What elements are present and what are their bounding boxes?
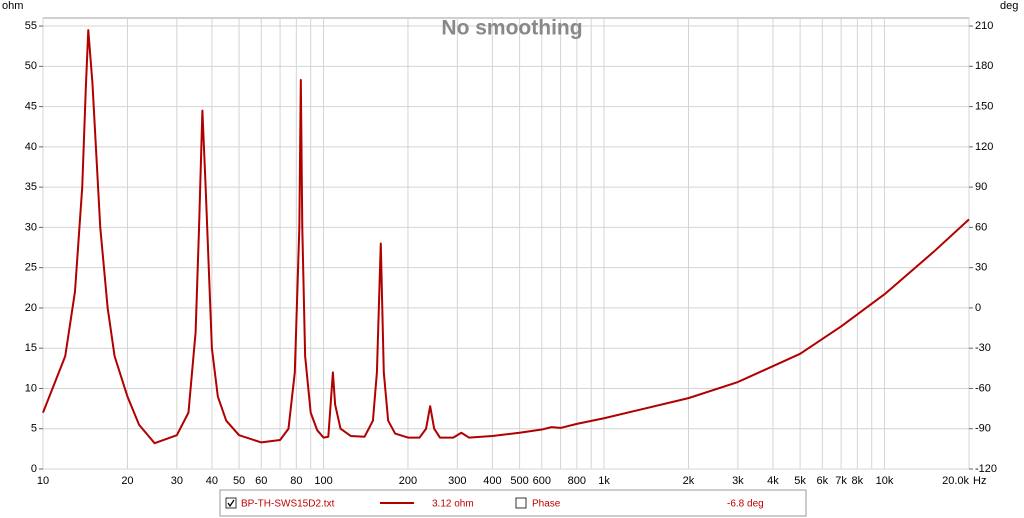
y-tick-label: 20 [25, 302, 37, 314]
y2-tick-label: -30 [975, 342, 991, 354]
y-tick-label: 55 [25, 20, 37, 32]
x-tick-label: 10 [37, 475, 49, 487]
x-tick-label: 50 [233, 475, 245, 487]
x-tick-label: 800 [568, 475, 586, 487]
y-tick-label: 40 [25, 141, 37, 153]
legend: BP-TH-SWS15D2.txt 3.12 ohm Phase -6.8 de… [219, 489, 807, 517]
x-tick-label: 30 [171, 475, 183, 487]
plot-area [42, 17, 970, 470]
x-tick-label: 3k [732, 475, 744, 487]
y-tick-label: 45 [25, 100, 37, 112]
x-tick-label: 40 [206, 475, 218, 487]
cursor-value: 3.12 ohm [432, 499, 474, 510]
y2-tick-label: 30 [975, 262, 987, 274]
phase-value: -6.8 deg [727, 499, 764, 510]
x-tick-label: 500 [510, 475, 528, 487]
x-tick-label: 600 [533, 475, 551, 487]
phase-label: Phase [532, 499, 561, 510]
y2-tick-label: -90 [975, 423, 991, 435]
x-unit: Hz [973, 475, 986, 487]
x-tick-label: 300 [448, 475, 466, 487]
y2-tick-label: -120 [975, 463, 997, 475]
grid [42, 18, 970, 470]
y-tick-label: 5 [31, 423, 37, 435]
x-tick-label: 5k [794, 475, 806, 487]
y2-tick-label: 180 [975, 60, 993, 72]
x-tick-label: 20 [121, 475, 133, 487]
checkbox[interactable] [225, 497, 237, 509]
x-tick-label: 200 [399, 475, 417, 487]
x-tick-label: 10k [876, 475, 894, 487]
y-tick-label: 30 [25, 221, 37, 233]
x-tick-label: 80 [290, 475, 302, 487]
check-mark [227, 499, 235, 508]
y-tick-label: 50 [25, 60, 37, 72]
y2-tick-label: 90 [975, 181, 987, 193]
y2-tick-label: 120 [975, 141, 993, 153]
x-tick-label: 4k [767, 475, 779, 487]
x-tick-label: 100 [314, 475, 332, 487]
series-line [42, 29, 970, 445]
checkbox[interactable] [515, 497, 527, 509]
legend-series: BP-TH-SWS15D2.txt [241, 499, 335, 510]
x-tick-label: 60 [255, 475, 267, 487]
y-tick-label: 35 [25, 181, 37, 193]
y-tick-label: 25 [25, 262, 37, 274]
y2-tick-label: 210 [975, 20, 993, 32]
y2-tick-label: 60 [975, 221, 987, 233]
chart-title: No smoothing [441, 17, 582, 40]
x-tick-label: 2k [683, 475, 695, 487]
y-tick-label: 0 [31, 463, 37, 475]
x-tick-label: 1k [598, 475, 610, 487]
y-tick-label: 15 [25, 342, 37, 354]
y-tick-label: 10 [25, 382, 37, 394]
x-tick-label: 400 [483, 475, 501, 487]
legend-box [219, 489, 807, 517]
x-tick-label: 8k [852, 475, 864, 487]
y2-tick-label: -60 [975, 382, 991, 394]
x-tick-label: 6k [817, 475, 829, 487]
y2-tick-label: 0 [975, 302, 981, 314]
y-unit: ohm [2, 0, 23, 12]
y2-tick-label: 150 [975, 100, 993, 112]
x-tick-label: 20.0k [942, 475, 969, 487]
y2-unit: deg [1000, 0, 1018, 12]
x-tick-label: 7k [835, 475, 847, 487]
